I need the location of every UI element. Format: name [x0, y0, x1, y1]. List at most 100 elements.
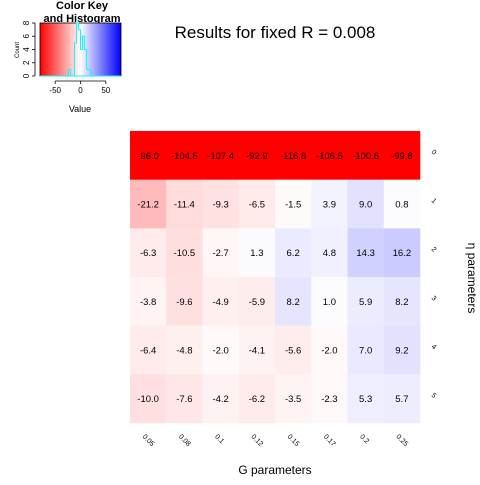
x-tick-label: 0.17 [322, 433, 337, 448]
heatmap-cell [238, 325, 276, 375]
heatmap-cell [347, 374, 385, 424]
y-tick-labels: 0 1 2 3 4 5 [430, 149, 438, 400]
y-tick-label: 1 [430, 197, 438, 205]
color-key-title-line2: and Histogram [43, 13, 120, 25]
cell-value-label: 8.2 [287, 297, 300, 308]
cell-value-label: -9.3 [212, 200, 228, 211]
heatmap-cell [202, 228, 240, 278]
color-key-ylabel: Count [15, 42, 21, 58]
x-tick-label: 0.12 [249, 433, 264, 448]
cell-value-label: -7.6 [176, 394, 192, 405]
cell-value-label: -100.6 [352, 151, 379, 162]
heatmap-cell [383, 131, 421, 180]
y-tick-label: 4 [430, 343, 438, 351]
color-key-histogram [40, 22, 121, 77]
color-key-xlabel: Value [69, 104, 91, 114]
x-tick-label: 0.05 [141, 433, 156, 448]
cell-value-label: -6.4 [140, 346, 156, 357]
y-tick-label: 3 [430, 295, 438, 303]
heatmap-cell [275, 374, 312, 424]
heatmap-cell [383, 325, 421, 375]
cell-value-label: -9.6 [176, 297, 192, 308]
heatmap-cell [311, 374, 348, 424]
cell-value-label: -116.8 [280, 151, 306, 162]
heatmap-cell [275, 131, 312, 180]
heatmap-cell [238, 179, 276, 229]
cell-value-label: 7.0 [359, 346, 372, 357]
heatmap-cell-labels: -96.0 -104.5 -107.4 -92.9 -116.8 -106.5 -100.6… [137, 151, 412, 405]
x-tick-label: 0.25 [394, 433, 409, 448]
cell-value-label: 5.7 [395, 394, 408, 405]
cell-value-label: -6.5 [249, 200, 265, 211]
cell-value-label: -6.3 [140, 248, 156, 259]
heatmap-cell [383, 374, 421, 424]
heatmap-cell [238, 228, 276, 278]
color-key-y-tick-label: 2 [22, 60, 31, 65]
x-tick-labels: 0.05 0.08 0.1 0.12 0.15 0.17 0.2 0.25 [141, 433, 409, 448]
cell-value-label: -107.4 [207, 151, 234, 162]
heatmap-cell [166, 179, 203, 229]
cell-value-label: -5.6 [285, 346, 301, 357]
cell-value-label: -11.4 [174, 200, 195, 211]
cell-value-label: -4.2 [212, 394, 228, 405]
cell-value-label: -104.5 [171, 151, 198, 162]
heatmap-cell [130, 228, 167, 278]
heatmap-cell [202, 179, 240, 229]
cell-value-label: -4.9 [212, 297, 228, 308]
heatmap-cell [130, 179, 167, 229]
heatmap-cell [383, 179, 421, 229]
heatmap-cell [130, 131, 167, 180]
heatmap-cell [275, 277, 312, 326]
color-key-x-tick-label: 0 [78, 86, 83, 95]
heatmap-cell [347, 131, 385, 180]
color-key-y-tick-label: 8 [22, 20, 31, 25]
cell-value-label: -4.8 [176, 346, 192, 357]
heatmap-cell [347, 325, 385, 375]
heatmap-cell [202, 277, 240, 326]
heatmap-cell [311, 228, 348, 278]
heatmap-cell [311, 277, 348, 326]
cell-value-label: 9.0 [359, 200, 372, 211]
cell-value-label: 4.8 [323, 248, 336, 259]
cell-value-label: -2.3 [321, 394, 337, 405]
cell-value-label: -10.0 [137, 394, 159, 405]
y-tick-label: 0 [430, 149, 438, 157]
heatmap-cell [275, 228, 312, 278]
cell-value-label: -10.5 [174, 248, 196, 259]
heatmap-cell [130, 325, 167, 375]
y-tick-label: 2 [430, 246, 438, 254]
heatmap-cell [130, 277, 167, 326]
y-tick-label: 5 [430, 392, 438, 400]
cell-value-label: 5.9 [359, 297, 372, 308]
color-key-x-tick-label: -50 [49, 86, 61, 95]
cell-value-label: -2.7 [212, 248, 228, 259]
x-tick-label: 0.15 [286, 433, 301, 448]
heatmap-cell [347, 179, 385, 229]
cell-value-label: 6.2 [287, 248, 300, 259]
heatmap-cell [311, 131, 348, 180]
cell-value-label: -1.5 [285, 200, 301, 211]
cell-value-label: -6.2 [249, 394, 265, 405]
heatmap-cell [238, 277, 276, 326]
cell-value-label: -2.0 [212, 346, 228, 357]
heatmap-cell [166, 374, 203, 424]
color-key-axes: -50 0 50 0 2 4 6 8 [22, 20, 111, 95]
x-tick-label: 0.2 [358, 433, 370, 445]
color-key-x-tick-label: 50 [101, 86, 110, 95]
color-key-y-tick-label: 0 [22, 73, 31, 78]
chart-title: Results for fixed R = 0.008 [175, 23, 376, 42]
cell-value-label: -96.0 [137, 151, 159, 162]
cell-value-label: 0.8 [395, 200, 408, 211]
cell-value-label: -21.2 [137, 200, 159, 211]
cell-value-label: -2.0 [321, 346, 337, 357]
heatmap-cell [347, 228, 385, 278]
cell-value-label: 5.3 [359, 394, 372, 405]
heatmap-cell [347, 277, 385, 326]
heatmap-cell [238, 131, 276, 180]
heatmap-cell [166, 131, 203, 180]
heatmap-cell [311, 179, 348, 229]
cell-value-label: -3.5 [285, 394, 301, 405]
heatmap-cell [383, 277, 421, 326]
